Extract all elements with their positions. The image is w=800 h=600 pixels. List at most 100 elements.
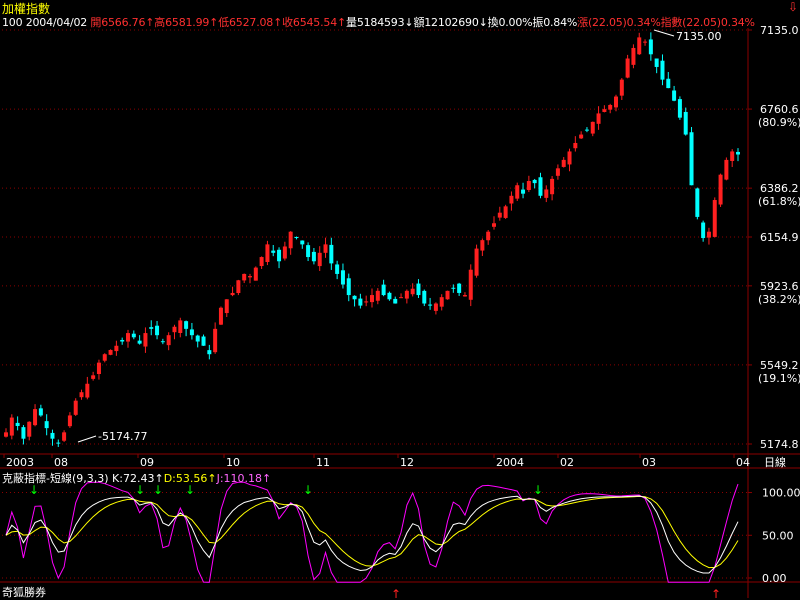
candle-body (631, 47, 636, 65)
x-unit-label: 日線 (764, 455, 786, 469)
candle-body (422, 290, 427, 304)
quote-field: 換0.00% (487, 16, 533, 29)
candle-body (375, 290, 380, 301)
kd-header-field: D:53.56↑ (163, 472, 217, 485)
candle-body (33, 409, 38, 426)
y-tick-label: 6154.9 (760, 231, 799, 244)
buy-signal-arrow-icon: ↑ (391, 587, 401, 600)
candle-body (102, 354, 107, 361)
quote-field: 額12102690↓ (413, 16, 488, 29)
x-tick-label: 03 (642, 456, 656, 469)
candle-body (91, 375, 96, 379)
candle-body (195, 335, 200, 342)
y-tick-pct: (38.2%) (758, 293, 800, 306)
low-annotation-label: -5174.77 (98, 430, 147, 443)
quote-field: 漲(22.05)0.34% (577, 16, 661, 29)
candle-body (358, 298, 363, 306)
candle-body (399, 297, 404, 299)
candle-body (724, 159, 729, 180)
candle-body (346, 278, 351, 296)
candle-body (271, 250, 276, 253)
sell-signal-arrow-icon: ↓ (303, 483, 313, 497)
candle-body (451, 287, 456, 289)
candle-body (532, 179, 537, 184)
candle-body (608, 104, 613, 110)
candle-body (317, 252, 322, 267)
candle-body (602, 109, 607, 112)
candle-body (590, 121, 595, 134)
candle-body (561, 159, 566, 167)
candle-body (160, 341, 165, 343)
candle-body (56, 442, 61, 444)
y-tick-pct: (80.9%) (758, 116, 800, 129)
sell-signal-arrow-icon: ↓ (29, 483, 39, 497)
candle-body (85, 383, 90, 398)
buy-signal-arrow-icon: ↑ (711, 587, 721, 600)
quote-field: 開6566.76↑ (90, 16, 155, 29)
candle-body (62, 432, 67, 441)
candle-body (643, 41, 648, 43)
candle-body (503, 206, 508, 218)
low-annotation-leader (77, 435, 97, 443)
candle-body (114, 345, 119, 352)
x-tick-label: 02 (560, 456, 574, 469)
candle-body (364, 301, 369, 303)
candle-body (596, 113, 601, 124)
candle-body (335, 264, 340, 274)
candle-body (294, 236, 299, 239)
candle-body (538, 177, 543, 196)
candle-body (462, 295, 467, 297)
candle-body (439, 297, 444, 307)
kd-y-tick-label: 0.00 (762, 572, 787, 585)
candle-body (166, 335, 171, 346)
y-tick-label: 5923.6 (760, 280, 799, 293)
kd-k-line (5, 495, 739, 574)
candle-body (526, 181, 531, 191)
candle-body (213, 328, 218, 353)
quote-field: 指數(22.05)0.34% (660, 16, 755, 29)
candle-body (155, 325, 160, 336)
candle-body (253, 267, 258, 281)
arrow-down-icon[interactable]: ⇩ (787, 0, 799, 14)
candle-body (4, 432, 8, 437)
kd-header-field: K:72.43↑ (112, 472, 164, 485)
candle-body (666, 78, 671, 89)
kd-j-line (5, 481, 739, 583)
chart-title: 加權指數 (2, 2, 51, 16)
candle-body (457, 283, 462, 293)
candle-body (265, 244, 270, 262)
candle-body (654, 58, 659, 67)
candle-body (230, 292, 235, 296)
candle-body (486, 231, 491, 241)
kd-d-line (5, 495, 739, 569)
candle-body (172, 326, 177, 333)
candle-body (236, 280, 241, 294)
candle-body (96, 362, 101, 375)
candle-body (218, 307, 223, 325)
candle-body (428, 304, 433, 306)
y-tick-label: 6386.2 (760, 182, 799, 195)
quote-field: 低6527.08↑ (218, 16, 283, 29)
candle-body (242, 273, 247, 281)
candle-body (468, 269, 473, 300)
candle-body (480, 240, 485, 251)
candle-body (149, 327, 154, 329)
candle-body (288, 231, 293, 249)
candle-body (584, 129, 589, 131)
x-tick-label: 09 (140, 456, 154, 469)
candle-body (306, 245, 311, 258)
candle-body (67, 415, 72, 427)
candle-body (201, 336, 206, 346)
candle-body (50, 432, 55, 439)
candle-body (492, 223, 496, 227)
y-tick-pct: (61.8%) (758, 195, 800, 208)
candle-body (143, 333, 148, 347)
candle-body (701, 222, 706, 239)
candle-body (445, 290, 450, 300)
candle-body (619, 79, 624, 96)
candle-body (27, 421, 32, 437)
kd-header-field: J:110.18↑ (216, 472, 272, 485)
sell-signal-arrow-icon: ↓ (135, 483, 145, 497)
candle-body (683, 111, 688, 135)
